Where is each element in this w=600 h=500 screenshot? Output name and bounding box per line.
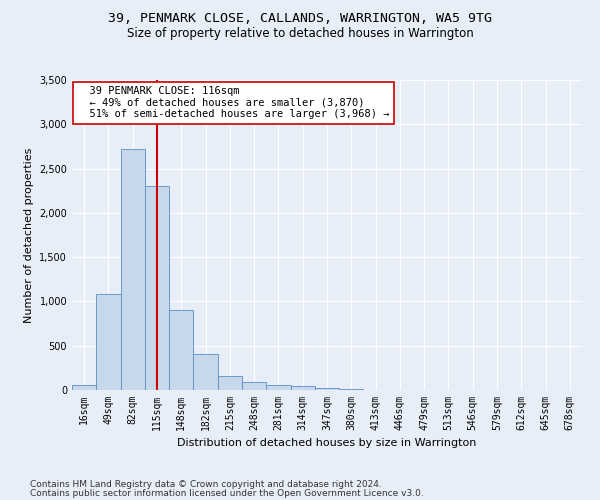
X-axis label: Distribution of detached houses by size in Warrington: Distribution of detached houses by size … [178,438,476,448]
Text: 39 PENMARK CLOSE: 116sqm
  ← 49% of detached houses are smaller (3,870)
  51% of: 39 PENMARK CLOSE: 116sqm ← 49% of detach… [77,86,389,120]
Y-axis label: Number of detached properties: Number of detached properties [24,148,34,322]
Bar [72,385,96,390]
Bar [339,389,364,390]
Bar [242,382,266,390]
Text: Contains public sector information licensed under the Open Government Licence v3: Contains public sector information licen… [30,489,424,498]
Bar [266,385,290,390]
Bar [96,294,121,390]
Bar [315,388,339,390]
Bar [145,186,169,390]
Bar [290,386,315,390]
Text: 39, PENMARK CLOSE, CALLANDS, WARRINGTON, WA5 9TG: 39, PENMARK CLOSE, CALLANDS, WARRINGTON,… [108,12,492,26]
Bar [218,376,242,390]
Text: Size of property relative to detached houses in Warrington: Size of property relative to detached ho… [127,28,473,40]
Text: Contains HM Land Registry data © Crown copyright and database right 2024.: Contains HM Land Registry data © Crown c… [30,480,382,489]
Bar [169,310,193,390]
Bar [121,149,145,390]
Bar [193,354,218,390]
